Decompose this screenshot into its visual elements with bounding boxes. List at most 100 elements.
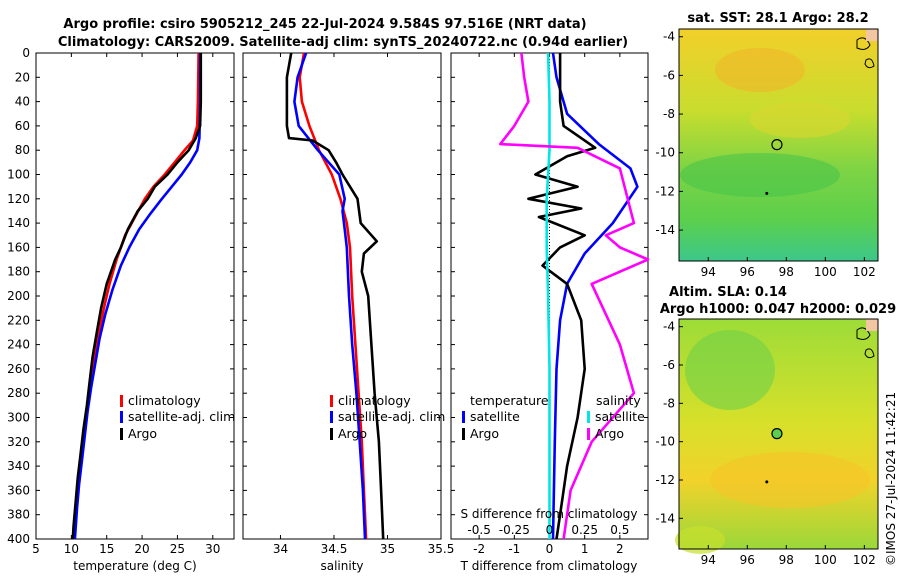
x-tick-label: 20 xyxy=(134,542,149,556)
legend-swatch-climatology xyxy=(120,395,123,407)
depth-tick-label: 100 xyxy=(7,168,30,182)
series-line-climatology xyxy=(72,52,200,540)
series-line-argo xyxy=(285,52,385,540)
depth-tick-label: 320 xyxy=(7,435,30,449)
depth-tick-label: 40 xyxy=(15,95,30,109)
sst-patch xyxy=(750,102,850,138)
x-tick-label: 30 xyxy=(205,542,220,556)
lon-tick-label: 94 xyxy=(701,265,716,279)
lat-tick-label: -12 xyxy=(655,473,675,487)
figure-title-line2: Climatology: CARS2009. Satellite-adj cli… xyxy=(58,35,628,50)
depth-tick-label: 340 xyxy=(7,459,30,473)
legend-swatch-argo xyxy=(120,428,123,440)
temperature-legend: climatology satellite-adj. clim Argo xyxy=(120,393,235,441)
depth-tick-label: 180 xyxy=(7,265,30,279)
sst-map-ticks: 94 96 98 100 102 -4 -6 -8 -10 -12 -14 xyxy=(655,30,875,279)
x-tick-label: 35 xyxy=(380,542,395,556)
sst-map-title: sat. SST: 28.1 Argo: 28.2 xyxy=(687,11,868,26)
depth-tick-label: 260 xyxy=(7,362,30,376)
sla-patch xyxy=(675,526,725,554)
series-line-argo xyxy=(71,53,203,540)
depth-tick-label: 60 xyxy=(15,119,30,133)
difference-panel: -2 -1 0 1 2 -0.5 -0.25 0 0.25 0.5 xyxy=(451,52,650,556)
temperature-xlabel: temperature (deg C) xyxy=(73,559,196,573)
argo-location-marker xyxy=(771,139,783,151)
lon-tick-label: 102 xyxy=(853,553,876,567)
legend-swatch-t-argo xyxy=(462,428,465,440)
sst-warm-patch xyxy=(715,48,805,92)
sla-map: 94 96 98 100 102 -4 -6 -8 -10 -12 -14 xyxy=(655,318,879,567)
s-tick-label: 0 xyxy=(546,523,554,537)
lat-tick-label: -14 xyxy=(655,223,675,237)
sla-map-frame xyxy=(678,318,879,550)
series-line-s-satellite xyxy=(545,52,551,539)
difference-xlabel: T difference from climatology xyxy=(460,559,638,573)
sla-map-ticks: 94 96 98 100 102 -4 -6 -8 -10 -12 -14 xyxy=(655,320,875,567)
legend-swatch-climatology xyxy=(330,395,333,407)
temperature-panel: 5 10 15 20 25 30 xyxy=(32,52,234,556)
lat-tick-label: -12 xyxy=(655,184,675,198)
series-line-s-argo xyxy=(498,52,650,540)
depth-tick-label: 20 xyxy=(15,70,30,84)
s-tick-label: 0.5 xyxy=(610,523,629,537)
s-tick-label: -0.25 xyxy=(499,523,530,537)
x-tick-label: -2 xyxy=(473,542,485,556)
legend-t-argo: Argo xyxy=(470,426,499,441)
depth-tick-label: 220 xyxy=(7,313,30,327)
depth-tick-label: 200 xyxy=(7,289,30,303)
legend-climatology: climatology xyxy=(338,393,411,408)
coastline xyxy=(864,58,875,69)
sst-cool-patch xyxy=(680,153,840,197)
depth-tick-label: 160 xyxy=(7,240,30,254)
lon-tick-label: 100 xyxy=(814,553,837,567)
lat-tick-label: -4 xyxy=(663,30,675,44)
land xyxy=(866,29,878,41)
x-tick-label: 34 xyxy=(273,542,288,556)
x-tick-label: 0 xyxy=(546,542,554,556)
lat-tick-label: -8 xyxy=(663,107,675,121)
lon-tick-label: 96 xyxy=(740,265,755,279)
depth-tick-label: 380 xyxy=(7,508,30,522)
legend-salinity-title: salinity xyxy=(596,393,641,408)
legend-climatology: climatology xyxy=(128,393,201,408)
lat-tick-label: -10 xyxy=(655,435,675,449)
depth-tick-label: 0 xyxy=(22,46,30,60)
legend-swatch-satellite xyxy=(330,411,333,423)
island-marker xyxy=(765,480,769,484)
s-tick-label: 0.25 xyxy=(571,523,598,537)
legend-argo: Argo xyxy=(338,426,367,441)
series-line-t-satellite xyxy=(551,52,639,540)
depth-tick-label: 120 xyxy=(7,192,30,206)
x-tick-label: 2 xyxy=(616,542,624,556)
lon-tick-label: 100 xyxy=(814,265,837,279)
coastline xyxy=(864,348,875,359)
x-tick-label: 34.5 xyxy=(321,542,348,556)
land xyxy=(866,319,878,331)
figure-title-line1: Argo profile: csiro 5905212_245 22-Jul-2… xyxy=(63,17,586,32)
sst-map-frame xyxy=(678,28,879,262)
watermark: ©IMOS 27-Jul-2024 11:42:21 xyxy=(884,392,898,566)
x-tick-label: 5 xyxy=(32,542,40,556)
x-tick-label: 15 xyxy=(99,542,114,556)
series-line-satellite-adj-clim xyxy=(293,52,367,540)
legend-s-argo: Argo xyxy=(595,426,624,441)
series-line-t-argo xyxy=(527,53,597,540)
lat-tick-label: -6 xyxy=(663,358,675,372)
legend-s-satellite: satellite xyxy=(595,409,645,424)
lat-tick-label: -4 xyxy=(663,320,675,334)
lat-tick-label: -10 xyxy=(655,146,675,160)
depth-tick-label: 360 xyxy=(7,483,30,497)
s-difference-label: S difference from climatology xyxy=(461,507,638,521)
legend-argo: Argo xyxy=(128,426,157,441)
legend-satellite: satellite-adj. clim xyxy=(338,409,445,424)
x-tick-label: 1 xyxy=(581,542,589,556)
coastline xyxy=(856,327,871,340)
sla-high-patch xyxy=(710,452,870,508)
lat-tick-label: -6 xyxy=(663,68,675,82)
depth-tick-label: 240 xyxy=(7,338,30,352)
lon-tick-label: 96 xyxy=(740,553,755,567)
lon-tick-label: 98 xyxy=(779,265,794,279)
sla-map-title-line1: Altim. SLA: 0.14 xyxy=(669,285,787,300)
x-tick-label: -1 xyxy=(508,542,520,556)
